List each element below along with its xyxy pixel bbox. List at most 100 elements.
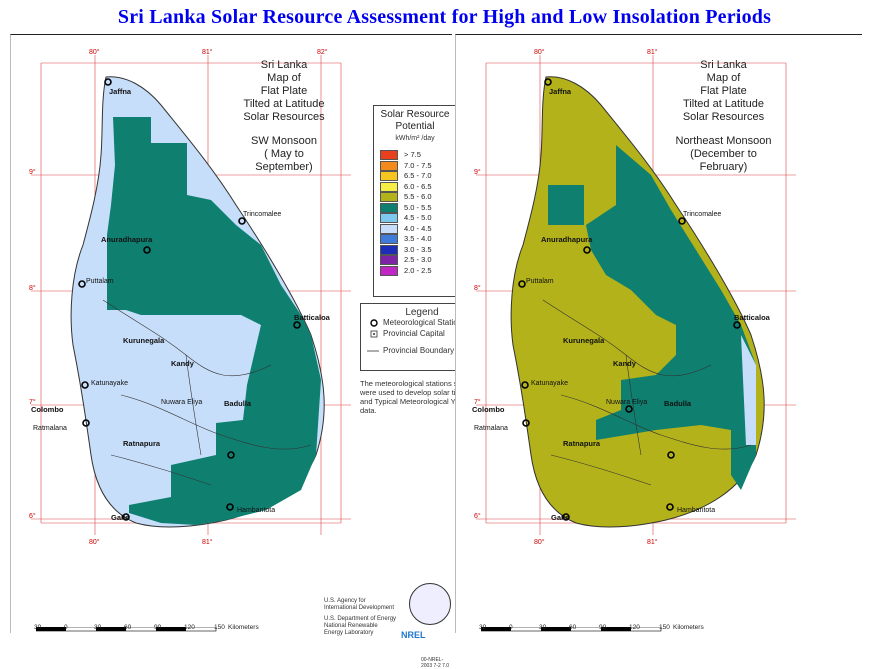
legend-class-label: 3.0 - 3.5 xyxy=(404,244,432,254)
lon-label: 80° xyxy=(534,49,545,56)
legend-color-swatch xyxy=(380,171,398,181)
place-label: Hambantota xyxy=(237,507,276,514)
legend-class-label: 3.5 - 4.0 xyxy=(404,234,432,243)
legend-class-label: 6.0 - 6.5 xyxy=(404,181,432,191)
legend-color-swatch xyxy=(380,244,398,255)
station-icon xyxy=(370,319,378,327)
scale-tick: 30 xyxy=(94,624,102,631)
right-east-blue xyxy=(736,325,756,445)
season-line: September) xyxy=(255,161,313,173)
place-label: Puttalam xyxy=(526,278,554,285)
lon-label: 82° xyxy=(317,49,328,56)
place-label: Jaffna xyxy=(109,87,132,96)
place-label: Katunayake xyxy=(91,380,128,387)
lat-label: 7° xyxy=(474,399,481,406)
left-boundaries xyxy=(102,299,312,486)
scale-tick: 90 xyxy=(599,624,607,631)
place-label: Hambantota xyxy=(677,507,716,514)
scale-tick: 30 xyxy=(479,624,487,631)
credit-line: U.S. Department of Energy xyxy=(324,616,397,622)
right-stations xyxy=(518,78,741,521)
legend-row-capital: Provincial Capital xyxy=(367,329,483,340)
legend-class-label: 4.0 - 4.5 xyxy=(404,223,432,233)
legend-color-swatch xyxy=(380,265,398,276)
scale-unit: Kilometers xyxy=(673,624,704,631)
caption-line: Flat Plate xyxy=(700,85,747,97)
caption-line: Solar Resources xyxy=(243,111,325,123)
page-title: Sri Lanka Solar Resource Assessment for … xyxy=(117,6,772,28)
place-label: Nuwara Eliya xyxy=(161,399,203,406)
legend-class-label: 6.5 - 7.0 xyxy=(404,171,432,180)
right-green-zone xyxy=(586,145,756,490)
place-label: Katunayake xyxy=(531,380,568,387)
right-boundaries xyxy=(542,299,752,486)
right-map-panel: Sri Lanka Map of Flat Plate Tilted at La… xyxy=(455,34,862,633)
place-label: Anuradhapura xyxy=(101,235,153,244)
place-label: Kandy xyxy=(613,359,636,368)
place-label: Puttalam xyxy=(86,278,114,285)
legend-unit: kWh/m² /day xyxy=(395,135,435,142)
right-map-svg xyxy=(476,55,796,535)
lat-label: 6° xyxy=(29,513,36,520)
place-label: Ratnapura xyxy=(123,439,161,448)
place-label: Trincomalee xyxy=(243,211,282,218)
legend-class-label: 2.5 - 3.0 xyxy=(404,255,432,264)
scale-unit: Kilometers xyxy=(228,624,259,631)
legend-class-label: 5.5 - 6.0 xyxy=(404,192,432,201)
right-season-label: Northeast Monsoon (December to February) xyxy=(666,135,781,174)
scale-tick: 150 xyxy=(659,624,670,631)
legend-title-line: Solar Resource xyxy=(380,109,450,120)
lat-label: 9° xyxy=(474,169,481,176)
scale-tick: 150 xyxy=(214,624,225,631)
caption-line: Solar Resources xyxy=(682,111,765,123)
left-map-caption: Sri Lanka Map of Flat Plate Tilted at La… xyxy=(229,59,339,124)
lat-label: 8° xyxy=(474,285,481,292)
legend-color-swatch xyxy=(380,150,398,160)
legend-color-swatch xyxy=(380,234,398,244)
right-green-west xyxy=(548,185,584,225)
scale-tick: 60 xyxy=(569,624,577,631)
place-label: Galle xyxy=(111,513,130,522)
scale-tick: 60 xyxy=(124,624,132,631)
place-label: Kurunegala xyxy=(563,336,605,345)
credit-line: International Development xyxy=(324,605,395,611)
scale-tick: 120 xyxy=(184,624,195,631)
place-label: Ratnapura xyxy=(563,439,601,448)
legend-class-label: > 7.5 xyxy=(404,150,421,159)
lon-label: 81° xyxy=(647,49,658,56)
legend-row-station: Meteorological Station xyxy=(367,318,483,329)
lon-label: 80° xyxy=(534,539,545,546)
nrel-logo: NREL xyxy=(401,630,426,640)
place-label: Colombo xyxy=(472,405,505,414)
document-code: 00-NREL-2003 7-2 7.0 xyxy=(421,657,450,669)
legend-color-swatch xyxy=(380,255,398,265)
left-green-zone xyxy=(107,117,321,525)
lon-label: 81° xyxy=(647,539,658,546)
caption-line: Tilted at Latitude xyxy=(683,98,764,110)
lon-label: 81° xyxy=(202,539,213,546)
lat-label: 7° xyxy=(29,399,36,406)
caption-line: Tilted at Latitude xyxy=(243,98,325,110)
left-scale-bar xyxy=(36,627,217,632)
lon-label: 80° xyxy=(89,539,100,546)
caption-line: Sri Lanka xyxy=(700,59,747,71)
place-label: Anuradhapura xyxy=(541,235,593,244)
scale-tick: 0 xyxy=(509,624,513,631)
place-label: Ratmalana xyxy=(474,425,508,432)
place-label: Ratmalana xyxy=(33,425,67,432)
lon-label: 81° xyxy=(202,49,213,56)
left-map-svg xyxy=(31,55,351,535)
lon-label: 80° xyxy=(89,49,100,56)
solar-resource-legend: Solar Resource Potential kWh/m² /day > 7… xyxy=(373,105,457,297)
legend-item-label: Provincial Boundary xyxy=(383,346,455,355)
legend-class-label: 7.0 - 7.5 xyxy=(404,160,432,170)
capital-icon xyxy=(370,330,378,338)
right-scale-bar xyxy=(481,627,662,632)
place-label: Kurunegala xyxy=(123,336,165,345)
season-line: February) xyxy=(699,161,748,173)
place-label: Batticaloa xyxy=(734,313,770,322)
season-line: (December to xyxy=(690,148,757,160)
season-line: SW Monsoon xyxy=(250,135,318,147)
map-legend-title: Legend xyxy=(405,307,439,318)
legend-color-swatch xyxy=(380,213,398,223)
